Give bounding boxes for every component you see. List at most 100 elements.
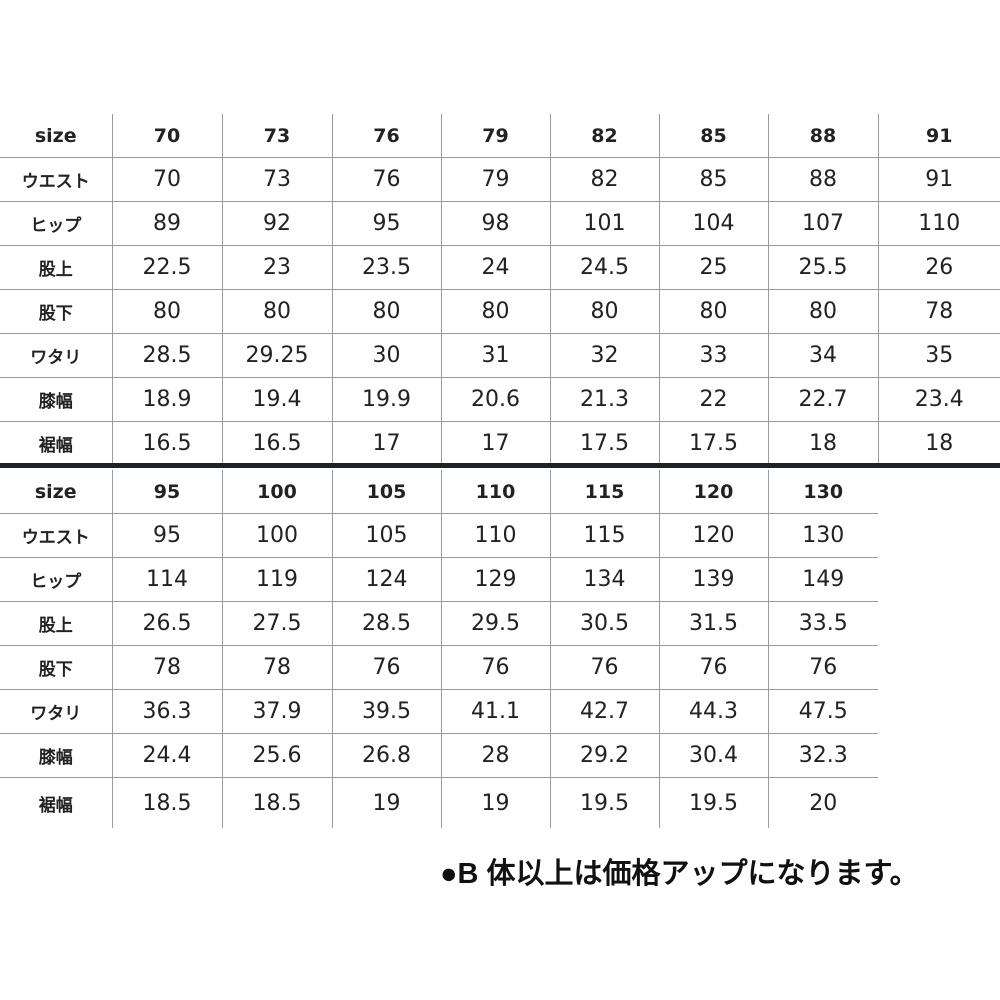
row-label: 股上 (0, 245, 112, 290)
row-label: ウエスト (0, 513, 112, 558)
table-cell: 119 (221, 557, 332, 602)
table-cell: 85 (658, 157, 768, 202)
table-cell: 16.5 (221, 421, 332, 465)
table-cell: 21.3 (549, 377, 659, 422)
table-cell: 19 (331, 777, 441, 828)
table-row: 股下 78 78 76 76 76 76 76 (0, 645, 878, 690)
table-cell: 120 (658, 513, 768, 558)
table-cell: 23 (221, 245, 332, 290)
table-cell: 100 (221, 513, 332, 558)
table-cell: 18.5 (221, 777, 332, 828)
table-cell: 95 (331, 201, 441, 246)
table-cell: 110 (877, 201, 1000, 246)
table-row: ヒップ 114 119 124 129 134 139 149 (0, 557, 878, 602)
table-cell: 27.5 (221, 601, 332, 646)
table-cell: 17.5 (549, 421, 659, 465)
table-cell: 19.4 (221, 377, 332, 422)
table-cell: 22 (658, 377, 768, 422)
size-header: 82 (549, 114, 659, 158)
table-cell: 134 (549, 557, 659, 602)
table-cell: 107 (767, 201, 878, 246)
size-table-1: size 70 73 76 79 82 85 88 91 ウエスト 70 73 76 79 82 85 88 91… (0, 114, 1000, 465)
table-cell: 33 (658, 333, 768, 378)
table-cell: 115 (549, 513, 659, 558)
table-cell: 110 (440, 513, 550, 558)
row-label: 股下 (0, 645, 112, 690)
row-label: 股上 (0, 601, 112, 646)
table-cell: 19.9 (331, 377, 441, 422)
table-cell: 17.5 (658, 421, 768, 465)
row-label: ワタリ (0, 333, 112, 378)
table-cell: 26.5 (111, 601, 222, 646)
header-row: size 95 100 105 110 115 120 130 (0, 470, 878, 514)
table-cell: 18 (877, 421, 1000, 465)
table-cell: 22.7 (767, 377, 878, 422)
table-cell: 32.3 (767, 733, 878, 778)
table-cell: 70 (111, 157, 222, 202)
size-header: 73 (221, 114, 332, 158)
table-cell: 31.5 (658, 601, 768, 646)
row-label: size (0, 114, 112, 158)
table-cell: 18.5 (111, 777, 222, 828)
table-cell: 30.5 (549, 601, 659, 646)
table-cell: 39.5 (331, 689, 441, 734)
table-cell: 78 (111, 645, 222, 690)
table-cell: 25.6 (221, 733, 332, 778)
size-header: 100 (221, 470, 332, 514)
size-header: 95 (111, 470, 222, 514)
table-cell: 16.5 (111, 421, 222, 465)
header-row: size 70 73 76 79 82 85 88 91 (0, 114, 1000, 158)
table-row: ワタリ 28.5 29.25 30 31 32 33 34 35 (0, 333, 1000, 378)
size-header: 120 (658, 470, 768, 514)
table-row: ウエスト 95 100 105 110 115 120 130 (0, 513, 878, 558)
table-row: 裾幅 18.5 18.5 19 19 19.5 19.5 20 (0, 777, 878, 828)
table-cell: 101 (549, 201, 659, 246)
table-cell: 28.5 (331, 601, 441, 646)
table-cell: 42.7 (549, 689, 659, 734)
table-cell: 18 (767, 421, 878, 465)
price-note: ●B 体以上は価格アップになります。 (440, 858, 919, 890)
size-table-2: size 95 100 105 110 115 120 130 ウエスト 95 100 105 110 1… (0, 470, 878, 828)
table-cell: 80 (549, 289, 659, 334)
table-cell: 36.3 (111, 689, 222, 734)
table-cell: 20 (767, 777, 878, 828)
row-label: 膝幅 (0, 733, 112, 778)
size-header: 115 (549, 470, 659, 514)
size-header: 91 (877, 114, 1000, 158)
row-label: 膝幅 (0, 377, 112, 422)
table-cell: 114 (111, 557, 222, 602)
table-cell: 30 (331, 333, 441, 378)
table-cell: 78 (877, 289, 1000, 334)
table-row: 膝幅 24.4 25.6 26.8 28 29.2 30.4 32.3 (0, 733, 878, 778)
table-cell: 29.5 (440, 601, 550, 646)
table-cell: 149 (767, 557, 878, 602)
table-cell: 25.5 (767, 245, 878, 290)
table-row: 裾幅 16.5 16.5 17 17 17.5 17.5 18 18 (0, 421, 1000, 465)
row-label: ワタリ (0, 689, 112, 734)
table-cell: 19.5 (549, 777, 659, 828)
table-cell: 130 (767, 513, 878, 558)
table-cell: 95 (111, 513, 222, 558)
size-header: 85 (658, 114, 768, 158)
table-cell: 80 (111, 289, 222, 334)
table-cell: 29.25 (221, 333, 332, 378)
table-cell: 73 (221, 157, 332, 202)
table-cell: 34 (767, 333, 878, 378)
table-cell: 76 (658, 645, 768, 690)
table-cell: 76 (549, 645, 659, 690)
table-cell: 28.5 (111, 333, 222, 378)
table-cell: 25 (658, 245, 768, 290)
table-cell: 37.9 (221, 689, 332, 734)
table-cell: 47.5 (767, 689, 878, 734)
table-row: ワタリ 36.3 37.9 39.5 41.1 42.7 44.3 47.5 (0, 689, 878, 734)
size-header: 70 (111, 114, 222, 158)
row-label: 裾幅 (38, 795, 73, 816)
table-cell: 80 (658, 289, 768, 334)
table-cell: 31 (440, 333, 550, 378)
table-cell: 79 (440, 157, 550, 202)
table-cell: 82 (549, 157, 659, 202)
table-row: ヒップ 89 92 95 98 101 104 107 110 (0, 201, 1000, 246)
table-cell: 76 (767, 645, 878, 690)
table-cell: 44.3 (658, 689, 768, 734)
table-cell: 124 (331, 557, 441, 602)
